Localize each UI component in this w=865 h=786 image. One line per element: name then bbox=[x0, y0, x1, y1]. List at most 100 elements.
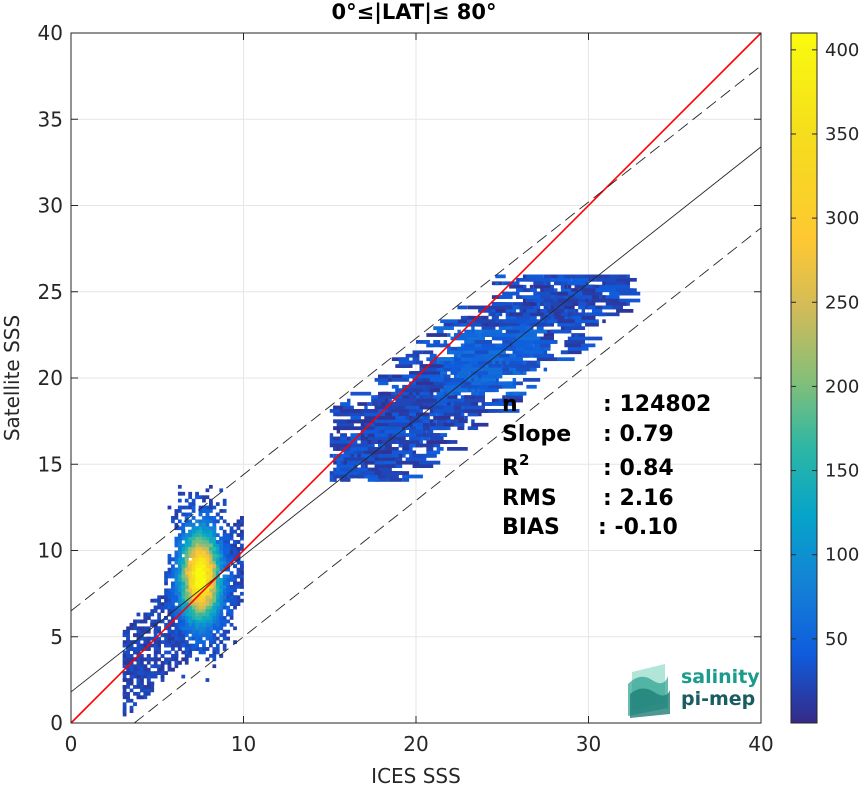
heatmap-cell bbox=[422, 415, 430, 420]
heatmap-cell bbox=[212, 550, 217, 555]
heatmap-cell bbox=[526, 384, 537, 389]
heatmap-cell bbox=[136, 650, 141, 655]
heatmap-cell bbox=[171, 622, 175, 627]
heatmap-cell bbox=[564, 309, 568, 313]
heatmap-cell bbox=[347, 419, 361, 424]
heatmap-cell bbox=[181, 595, 186, 600]
heatmap-cell bbox=[240, 543, 244, 548]
heatmap-cell bbox=[164, 671, 168, 675]
heatmap-cell bbox=[353, 457, 365, 462]
heatmap-cell bbox=[195, 612, 199, 617]
heatmap-cell bbox=[405, 405, 416, 410]
y-tick-label: 40 bbox=[38, 21, 63, 45]
heatmap-cell bbox=[133, 633, 137, 638]
heatmap-cell bbox=[340, 478, 351, 482]
heatmap-cell bbox=[426, 433, 441, 437]
colorbar-tick-label: 250 bbox=[825, 292, 859, 313]
heatmap-cell bbox=[347, 443, 368, 448]
heatmap-cell bbox=[133, 647, 137, 651]
heatmap-cell bbox=[229, 543, 234, 548]
heatmap-cell bbox=[222, 616, 227, 620]
heatmap-cell bbox=[215, 619, 220, 624]
heatmap-cell bbox=[191, 516, 196, 520]
heatmap-cell bbox=[416, 426, 423, 431]
heatmap-cell bbox=[560, 350, 582, 355]
heatmap-cell bbox=[195, 643, 199, 648]
heatmap-cell bbox=[143, 685, 148, 689]
heatmap-cell bbox=[133, 702, 137, 707]
heatmap-cell bbox=[512, 340, 530, 344]
heatmap-cell bbox=[457, 329, 461, 334]
heatmap-cell bbox=[195, 553, 199, 558]
heatmap-cell bbox=[198, 553, 203, 558]
heatmap-cell bbox=[184, 498, 189, 503]
heatmap-cell bbox=[536, 326, 544, 330]
heatmap-cell bbox=[602, 319, 606, 324]
heatmap-cell bbox=[605, 281, 620, 286]
heatmap-cell bbox=[191, 588, 196, 593]
heatmap-cell bbox=[212, 657, 217, 662]
heatmap-cell bbox=[188, 495, 193, 500]
heatmap-cell bbox=[453, 374, 458, 379]
heatmap-cell bbox=[177, 629, 182, 634]
heatmap-cell bbox=[171, 564, 175, 569]
heatmap-cell bbox=[136, 685, 141, 689]
heatmap-cell bbox=[433, 340, 441, 344]
heatmap-cell bbox=[198, 585, 203, 589]
heatmap-cell bbox=[616, 277, 637, 282]
heatmap-cell bbox=[605, 302, 620, 306]
heatmap-cell bbox=[150, 636, 155, 641]
heatmap-cell bbox=[177, 581, 182, 586]
heatmap-cell bbox=[240, 571, 244, 575]
heatmap-cell bbox=[436, 447, 444, 451]
heatmap-cell bbox=[215, 550, 220, 555]
heatmap-cell bbox=[509, 312, 513, 317]
heatmap-cell bbox=[522, 295, 541, 299]
heatmap-cell bbox=[443, 412, 461, 417]
heatmap-cell bbox=[177, 598, 182, 603]
heatmap-cell bbox=[188, 612, 193, 617]
heatmap-cell bbox=[188, 616, 193, 620]
heatmap-cell bbox=[153, 609, 158, 613]
heatmap-cell bbox=[240, 533, 244, 537]
heatmap-cell bbox=[198, 519, 203, 524]
heatmap-cell bbox=[453, 357, 461, 362]
heatmap-cell bbox=[371, 467, 392, 472]
heatmap-cell bbox=[478, 353, 499, 358]
heatmap-cell bbox=[195, 495, 199, 500]
heatmap-cell bbox=[184, 616, 189, 620]
heatmap-cell bbox=[209, 574, 213, 579]
heatmap-cell bbox=[153, 671, 158, 675]
heatmap-cell bbox=[126, 660, 130, 665]
heatmap-cell bbox=[202, 571, 206, 575]
heatmap-cell bbox=[195, 616, 199, 620]
heatmap-cell bbox=[167, 664, 172, 669]
regression-lines bbox=[70, 32, 762, 724]
heatmap-cell bbox=[619, 274, 627, 279]
heatmap-cell bbox=[143, 695, 148, 700]
heatmap-cell bbox=[188, 585, 193, 589]
colorbar-tick-label: 200 bbox=[825, 376, 859, 397]
heatmap-cell bbox=[491, 302, 513, 306]
heatmap-cell bbox=[129, 643, 134, 648]
heatmap-cell bbox=[188, 619, 193, 624]
heatmap-cell bbox=[153, 643, 158, 648]
heatmap-cell bbox=[177, 484, 182, 489]
heatmap-cell bbox=[374, 378, 392, 382]
heatmap-cell bbox=[443, 367, 451, 372]
heatmap-cell bbox=[136, 612, 141, 617]
heatmap-cell bbox=[202, 647, 206, 651]
heatmap-cell bbox=[233, 564, 237, 569]
heatmap-cell bbox=[167, 605, 172, 610]
heatmap-cell bbox=[498, 353, 510, 358]
heatmap-cell bbox=[571, 336, 589, 341]
heatmap-cell bbox=[236, 560, 241, 565]
heatmap-cell bbox=[405, 433, 416, 437]
heatmap-cell bbox=[516, 277, 537, 282]
colorbar-tick-label: 400 bbox=[825, 40, 859, 61]
heatmap-cell bbox=[126, 650, 130, 655]
heatmap-cell bbox=[543, 274, 551, 279]
heatmap-cell bbox=[184, 547, 189, 551]
heatmap-cell bbox=[191, 605, 196, 610]
heatmap-cell bbox=[202, 540, 206, 544]
